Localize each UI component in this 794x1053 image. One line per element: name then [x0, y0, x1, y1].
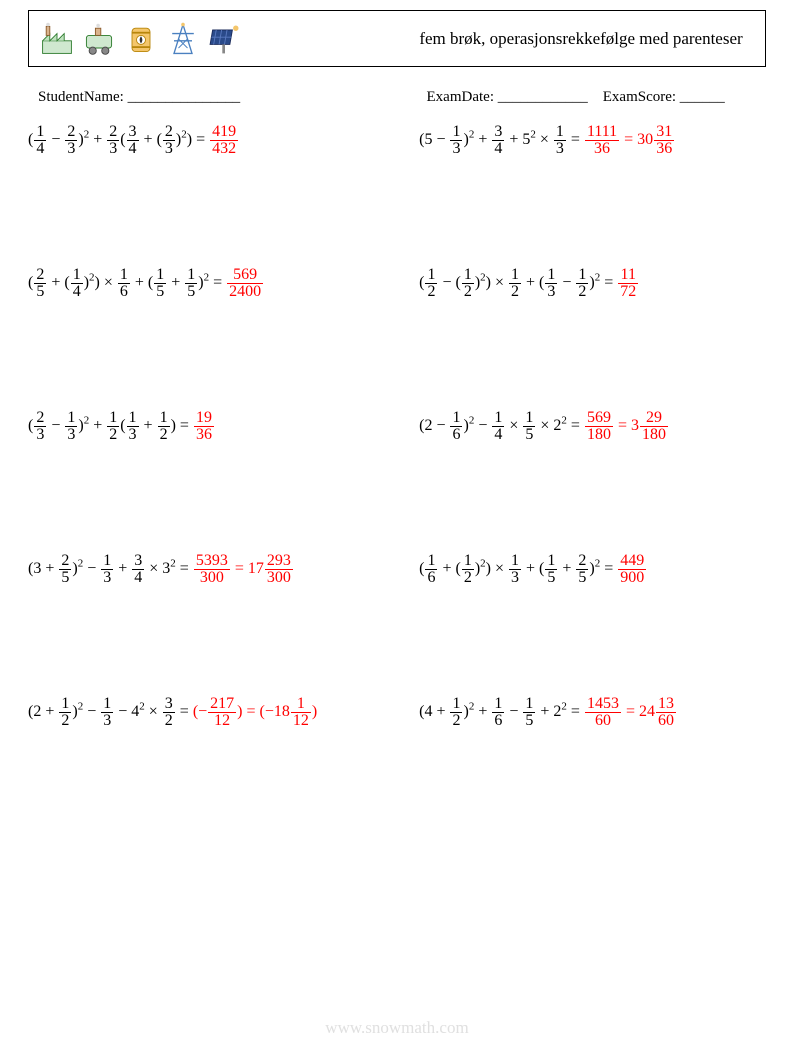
expression: (12 − (12)2) × 12 + (13 − 12)2 =	[419, 274, 617, 291]
header-icons	[29, 11, 397, 66]
solar-panel-icon	[207, 21, 243, 57]
expression: (2 − 16)2 − 14 × 15 × 22 =	[419, 417, 584, 434]
header: fem brøk, operasjonsrekkefølge med paren…	[28, 10, 766, 67]
expression: (5 − 13)2 + 34 + 52 × 13 =	[419, 131, 584, 148]
answer: 1936	[193, 417, 215, 434]
expression: (25 + (14)2) × 16 + (15 + 15)2 =	[28, 274, 226, 291]
answer: 449900	[617, 560, 647, 577]
answer: 419432	[209, 131, 239, 148]
expression: (4 + 12)2 + 16 − 15 + 22 =	[419, 703, 584, 720]
exam-score-field: ExamScore: ______	[603, 89, 725, 105]
barrel-icon	[123, 21, 159, 57]
problem-9: (2 + 12)2 − 13 − 42 × 32 = (−21712) = (−…	[28, 696, 419, 729]
student-name-field: StudentName: _______________	[28, 89, 427, 106]
problem-10: (4 + 12)2 + 16 − 15 + 22 = 145360 = 2413…	[419, 696, 766, 729]
problem-6: (2 − 16)2 − 14 × 15 × 22 = 569180 = 3291…	[419, 410, 766, 443]
pylon-icon	[165, 21, 201, 57]
answer: 5393300 = 17293300	[193, 560, 294, 577]
answer: 569180 = 329180	[584, 417, 669, 434]
answer: 5692400	[226, 274, 264, 291]
problem-8: (16 + (12)2) × 13 + (15 + 25)2 = 449900	[419, 553, 766, 586]
problem-3: (25 + (14)2) × 16 + (15 + 15)2 = 5692400	[28, 267, 419, 300]
answer: (−21712) = (−18112)	[193, 703, 317, 720]
train-icon	[81, 21, 117, 57]
answer: 111136 = 303136	[584, 131, 675, 148]
answer: 1172	[617, 274, 639, 291]
expression: (14 − 23)2 + 23(34 + (23)2) =	[28, 131, 209, 148]
meta-row: StudentName: _______________ ExamDate: _…	[28, 89, 766, 106]
worksheet-title: fem brøk, operasjonsrekkefølge med paren…	[397, 24, 765, 53]
exam-date-field: ExamDate: ____________	[427, 89, 588, 105]
expression: (2 + 12)2 − 13 − 42 × 32 =	[28, 703, 193, 720]
problem-7: (3 + 25)2 − 13 + 34 × 32 = 5393300 = 172…	[28, 553, 419, 586]
expression: (16 + (12)2) × 13 + (15 + 25)2 =	[419, 560, 617, 577]
problems-grid: (14 − 23)2 + 23(34 + (23)2) = 419432(5 −…	[28, 124, 766, 729]
expression: (23 − 13)2 + 12(13 + 12) =	[28, 417, 193, 434]
answer: 145360 = 241360	[584, 703, 677, 720]
problem-2: (5 − 13)2 + 34 + 52 × 13 = 111136 = 3031…	[419, 124, 766, 157]
factory-icon	[39, 21, 75, 57]
exam-meta: ExamDate: ____________ ExamScore: ______	[427, 89, 766, 106]
watermark: www.snowmath.com	[0, 1018, 794, 1038]
problem-5: (23 − 13)2 + 12(13 + 12) = 1936	[28, 410, 419, 443]
problem-4: (12 − (12)2) × 12 + (13 − 12)2 = 1172	[419, 267, 766, 300]
problem-1: (14 − 23)2 + 23(34 + (23)2) = 419432	[28, 124, 419, 157]
expression: (3 + 25)2 − 13 + 34 × 32 =	[28, 560, 193, 577]
